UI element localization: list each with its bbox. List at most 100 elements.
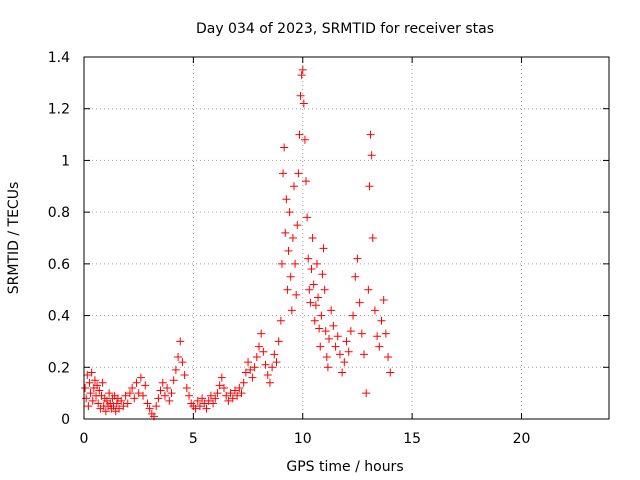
data-point <box>342 337 351 346</box>
data-point <box>123 399 132 408</box>
data-point <box>265 378 274 387</box>
data-point <box>98 378 107 387</box>
data-point <box>292 290 301 299</box>
data-point <box>169 376 178 385</box>
data-point <box>226 389 235 398</box>
data-point <box>200 399 209 408</box>
data-point <box>286 272 295 281</box>
data-point <box>373 332 382 341</box>
data-point <box>165 396 174 405</box>
data-point <box>355 298 364 307</box>
data-point <box>297 71 306 80</box>
data-point <box>323 363 332 372</box>
data-point <box>274 337 283 346</box>
data-point <box>284 246 293 255</box>
data-point <box>178 358 187 367</box>
data-point <box>145 404 154 413</box>
data-point <box>331 342 340 351</box>
data-point <box>136 373 145 382</box>
data-point <box>143 399 152 408</box>
data-point <box>377 316 386 325</box>
data-point <box>310 316 319 325</box>
data-point <box>158 378 167 387</box>
data-point <box>315 324 324 333</box>
data-point <box>180 371 189 380</box>
data-point <box>134 389 143 398</box>
data-point <box>88 396 97 405</box>
data-point <box>364 285 373 294</box>
x-tick-label: 15 <box>403 431 421 447</box>
data-point <box>322 352 331 361</box>
data-point <box>185 391 193 400</box>
data-point <box>381 329 390 338</box>
data-point <box>160 391 169 400</box>
data-point <box>257 329 266 338</box>
data-point <box>250 363 259 372</box>
data-point <box>259 347 268 356</box>
data-point <box>233 391 242 400</box>
data-point <box>296 91 305 100</box>
data-point <box>193 396 202 405</box>
data-point <box>241 368 250 377</box>
data-point <box>191 404 200 413</box>
data-point <box>349 311 358 320</box>
data-point <box>141 381 150 390</box>
data-point <box>244 358 253 367</box>
y-tick-label: 0.6 <box>48 257 70 273</box>
y-tick-label: 1.4 <box>48 50 70 66</box>
data-point <box>327 306 336 315</box>
data-point <box>94 399 103 408</box>
y-tick-label: 1 <box>61 153 70 169</box>
data-point <box>290 182 298 191</box>
data-point <box>209 399 218 408</box>
data-point <box>279 169 288 178</box>
data-point <box>156 386 165 395</box>
data-point <box>298 65 307 74</box>
data-point <box>311 301 320 310</box>
data-point <box>93 381 102 390</box>
data-point <box>282 195 291 204</box>
y-tick-label: 0.2 <box>48 360 70 376</box>
plot-frame <box>83 56 610 420</box>
data-point <box>307 265 316 274</box>
data-point <box>379 296 388 305</box>
data-point <box>299 99 308 108</box>
x-tick-label: 5 <box>189 431 198 447</box>
data-point <box>211 394 220 403</box>
data-point <box>319 244 328 253</box>
data-point <box>213 389 222 398</box>
data-point <box>237 389 246 398</box>
data-point <box>215 381 224 390</box>
data-point <box>255 342 263 351</box>
tick-labels: 0 5 10 15 20 0 0.2 0.4 0.6 0.8 1 1.2 1.4 <box>48 50 531 447</box>
data-point <box>261 360 270 369</box>
data-point <box>87 368 96 377</box>
data-point <box>220 383 228 392</box>
data-point <box>202 404 211 413</box>
data-point <box>248 373 257 382</box>
data-point <box>318 270 327 279</box>
data-point <box>338 368 347 377</box>
data-point <box>281 228 290 237</box>
data-point <box>239 378 248 387</box>
data-point <box>85 378 94 387</box>
data-point <box>351 272 360 281</box>
data-point <box>375 342 384 351</box>
data-point <box>119 402 128 411</box>
data-point <box>86 389 95 398</box>
y-axis-label: SRMTID / TECUs <box>6 182 22 295</box>
data-point <box>362 389 371 398</box>
data-point <box>222 391 231 400</box>
data-point <box>308 234 317 242</box>
data-point <box>95 386 104 395</box>
data-point <box>176 337 185 346</box>
chart-title: Day 034 of 2023, SRMTID for receiver sta… <box>196 21 494 37</box>
data-point <box>320 285 329 294</box>
data-point <box>370 306 379 315</box>
data-point <box>325 334 333 343</box>
data-point <box>270 350 279 359</box>
y-tick-label: 0.4 <box>48 309 70 325</box>
data-point <box>357 329 366 338</box>
data-point <box>268 363 277 372</box>
